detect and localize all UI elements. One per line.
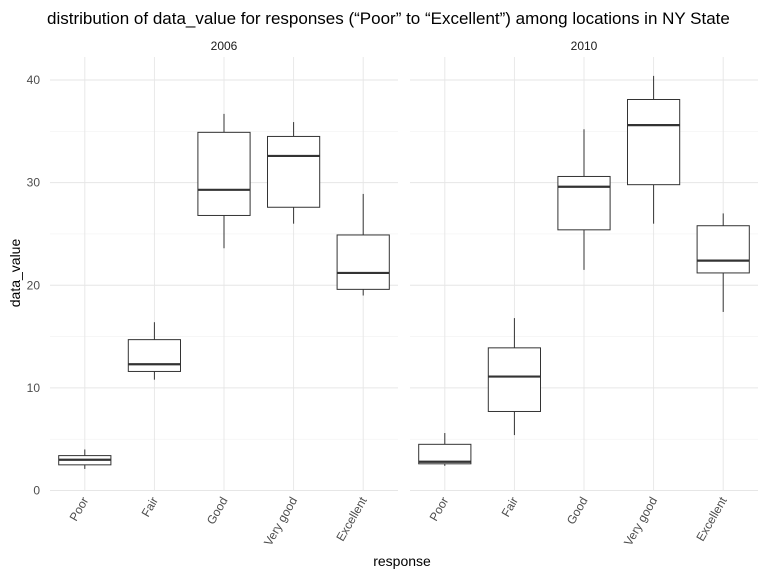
box-body bbox=[127, 339, 182, 372]
box-fair bbox=[127, 322, 182, 380]
box-body bbox=[627, 98, 681, 186]
y-tick-label: 40 bbox=[27, 73, 41, 87]
box-excellent bbox=[696, 213, 750, 312]
x-tick-label: Very good bbox=[261, 495, 300, 549]
facet-label: 2010 bbox=[571, 39, 598, 53]
box-poor bbox=[418, 433, 472, 466]
box-very-good bbox=[267, 122, 321, 224]
box-excellent bbox=[336, 193, 390, 296]
x-tick-label: Poor bbox=[427, 495, 452, 524]
box-very-good bbox=[627, 75, 681, 224]
facet-panels: 0 10 20 30 40 2006 Poor Fair Good Very good Excell… bbox=[27, 39, 758, 548]
y-axis-label: data_value bbox=[7, 239, 23, 308]
x-tick-label: Good bbox=[564, 495, 591, 527]
box-fair bbox=[487, 318, 541, 436]
box-body bbox=[267, 135, 321, 208]
box-body bbox=[418, 443, 472, 465]
x-tick-label: Fair bbox=[499, 495, 521, 520]
facet-panel-2006: 2006 Poor Fair Good Very good Excellent bbox=[50, 39, 398, 548]
box-body bbox=[696, 225, 750, 274]
facet-panel-2010: 2010 Poor Fair Good Very good Excellent bbox=[410, 39, 758, 548]
x-tick-label: Excellent bbox=[693, 494, 730, 544]
y-tick-label: 20 bbox=[27, 278, 41, 292]
x-tick-label: Good bbox=[204, 495, 231, 527]
box-good bbox=[197, 113, 251, 249]
y-tick-label: 0 bbox=[33, 484, 40, 498]
box-body bbox=[197, 131, 251, 216]
x-tick-label: Excellent bbox=[333, 494, 370, 544]
box-body bbox=[487, 347, 541, 412]
facet-label: 2006 bbox=[211, 39, 238, 53]
x-tick-label: Poor bbox=[67, 495, 92, 524]
x-axis-label: response bbox=[373, 553, 431, 569]
box-body bbox=[336, 234, 390, 290]
y-tick-label: 10 bbox=[27, 381, 41, 395]
y-tick-label: 30 bbox=[27, 176, 41, 190]
x-tick-label: Fair bbox=[139, 495, 161, 520]
x-tick-label: Very good bbox=[621, 495, 660, 549]
chart-title: distribution of data_value for responses… bbox=[47, 9, 730, 28]
box-good bbox=[557, 129, 611, 270]
box-body bbox=[557, 175, 611, 231]
box-poor bbox=[58, 449, 112, 469]
